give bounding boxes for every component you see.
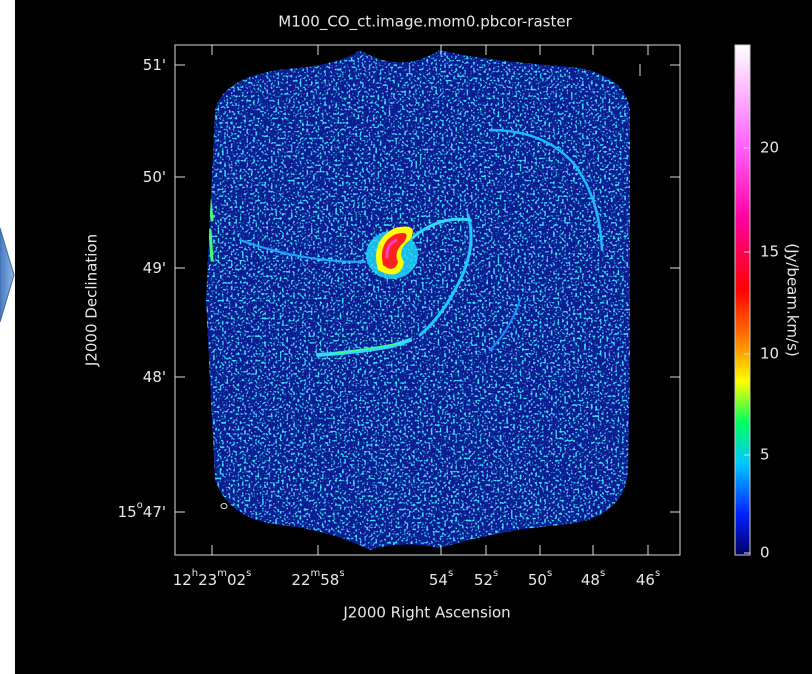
superscript: s <box>547 568 552 579</box>
x-axis-label: J2000 Right Ascension <box>342 604 510 622</box>
text-part: 49' <box>143 259 166 277</box>
x-tick-label: 48s <box>581 568 605 589</box>
superscript: s <box>246 568 251 579</box>
text-part: 12 <box>173 571 192 589</box>
beam <box>220 503 228 509</box>
x-tick-label: 50s <box>528 568 552 589</box>
text-part: 58 <box>320 571 339 589</box>
text-part: 50 <box>528 571 547 589</box>
superscript: s <box>339 568 344 579</box>
y-tick-label: 15o47' <box>118 500 166 521</box>
colorbar-tick-label: 5 <box>760 446 770 464</box>
x-tick-label: 54s <box>429 568 453 589</box>
superscript: o <box>137 500 143 511</box>
text-part: 46 <box>636 571 655 589</box>
colorbar <box>734 44 751 556</box>
x-tick-label: 46s <box>636 568 660 589</box>
text-part: 02 <box>227 571 246 589</box>
plot-frame <box>174 44 681 556</box>
colorbar-tick-label: 10 <box>760 345 779 363</box>
superscript: s <box>448 568 453 579</box>
colorbar-tick-label: 0 <box>760 544 770 562</box>
y-tick-label: 51' <box>143 56 166 74</box>
text-part: 22 <box>291 571 310 589</box>
text-part: 23 <box>198 571 217 589</box>
text-part: 15 <box>118 503 137 521</box>
y-tick-label: 48' <box>143 368 166 386</box>
superscript: m <box>217 568 227 579</box>
superscript: s <box>655 568 660 579</box>
text-part: 50' <box>143 168 166 186</box>
text-part: 52 <box>474 571 493 589</box>
text-part: 51' <box>143 56 166 74</box>
x-tick-label: 52s <box>474 568 498 589</box>
superscript: s <box>600 568 605 579</box>
y-tick-label: 50' <box>143 168 166 186</box>
superscript: h <box>192 568 198 579</box>
title: M100_CO_ct.image.mom0.pbcor-raster <box>278 13 572 32</box>
text-part: 48' <box>143 368 166 386</box>
superscript: s <box>493 568 498 579</box>
x-tick-label: 22m58s <box>291 568 344 589</box>
colorbar-tick-label: 15 <box>760 243 779 261</box>
text-part: 47' <box>143 503 166 521</box>
galaxy-image <box>206 50 630 550</box>
text-part: 48 <box>581 571 600 589</box>
text-part: 54 <box>429 571 448 589</box>
y-axis-label: J2000 Declination <box>83 234 101 367</box>
colorbar-tick-label: 20 <box>760 139 779 157</box>
superscript: m <box>311 568 321 579</box>
y-tick-label: 49' <box>143 259 166 277</box>
nav-arrow[interactable] <box>0 227 15 323</box>
x-tick-label: 12h23m02s <box>173 568 252 589</box>
colorbar-label: (Jy/beam.km/s) <box>784 243 802 357</box>
